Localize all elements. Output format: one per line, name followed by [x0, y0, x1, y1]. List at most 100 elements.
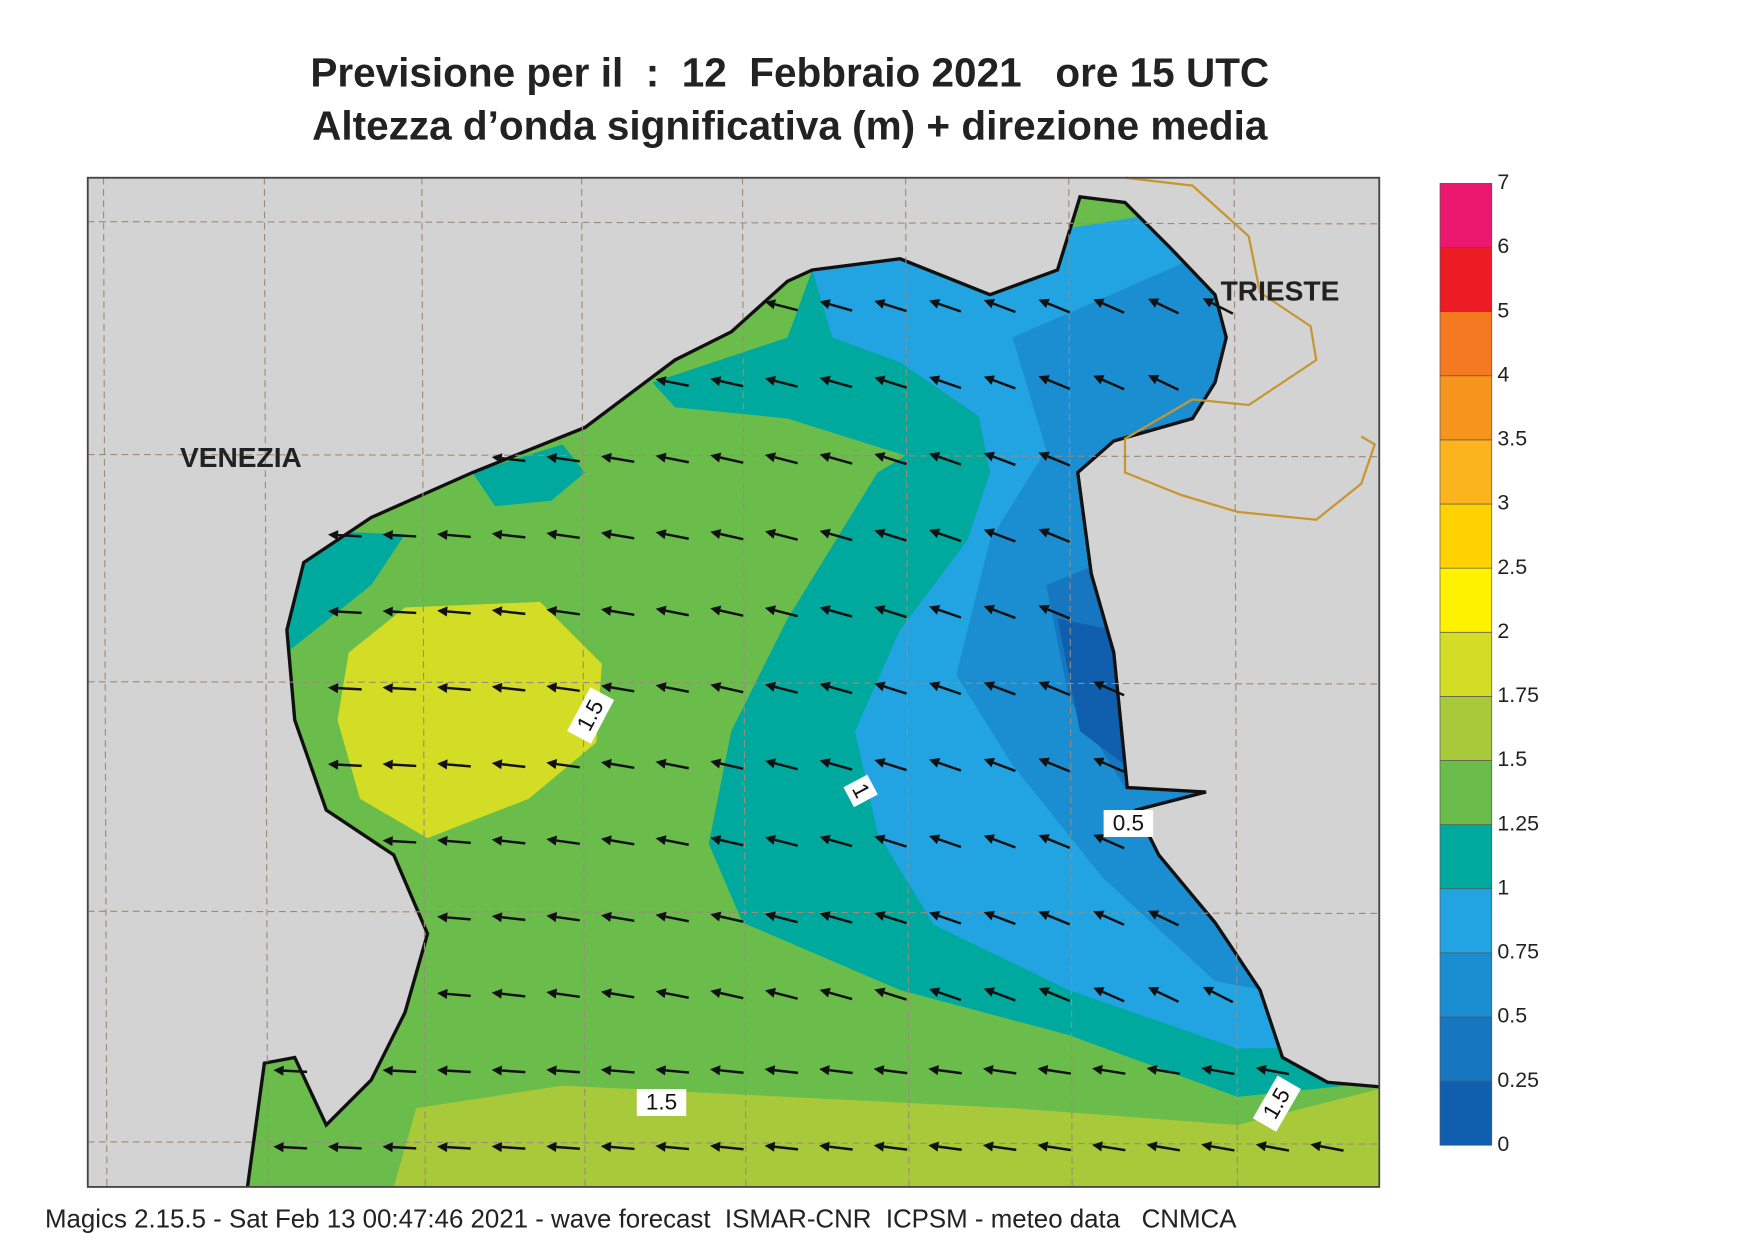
arrow-shaft	[1047, 608, 1071, 620]
arrow-shaft	[829, 761, 853, 771]
arrow-shaft	[992, 455, 1016, 467]
colorbar-label: 1	[1497, 875, 1509, 899]
colorbar-label: 1.25	[1497, 811, 1539, 835]
arrow-head	[1093, 834, 1105, 844]
arrow-head	[655, 911, 667, 922]
arrow-head	[1037, 1141, 1049, 1152]
arrow-head	[1038, 910, 1050, 921]
contour-label: 1.5	[636, 1089, 687, 1116]
label-box	[636, 1089, 687, 1116]
arrow-head	[546, 1141, 557, 1153]
arrow-head	[764, 758, 777, 769]
arrow-head	[982, 1065, 994, 1076]
arrow-shaft	[719, 1145, 744, 1151]
arrow-head	[1093, 987, 1105, 997]
arrow-shaft	[992, 1145, 1017, 1152]
arrow-shaft	[774, 762, 798, 771]
arrow-head	[1038, 834, 1050, 844]
arrow-shaft	[992, 302, 1016, 314]
arrow-shaft	[665, 991, 689, 999]
arrow-head	[819, 375, 831, 386]
arrow-head	[382, 759, 393, 770]
arrow-head	[1038, 681, 1050, 691]
arrow-head	[327, 530, 339, 541]
arrow-head	[819, 1065, 830, 1076]
arrow-shaft	[829, 379, 853, 389]
arrow-head	[983, 604, 996, 615]
arrow-shaft	[665, 379, 689, 387]
arrow-head	[764, 1141, 776, 1152]
arrow-shaft	[938, 1145, 962, 1151]
arrow-shaft	[1210, 1145, 1235, 1152]
contour-value: 1.5	[646, 1090, 677, 1115]
arrow-head	[819, 834, 831, 845]
arrow-head	[1201, 1064, 1213, 1075]
arrow-head	[982, 1141, 994, 1152]
arrow-head	[327, 1142, 339, 1153]
arrow-head	[382, 836, 393, 847]
arrow-head	[874, 605, 886, 615]
arrow-head	[273, 1142, 284, 1153]
label-box	[843, 774, 878, 808]
arrow-head	[819, 911, 831, 922]
arrow-shaft	[1102, 302, 1125, 314]
arrow-shaft	[392, 610, 417, 615]
contour-label: 0.5	[1103, 810, 1154, 837]
arrow-head	[437, 606, 448, 617]
arrow-shaft	[1210, 1068, 1235, 1076]
arrow-shaft	[1047, 302, 1071, 314]
colorbar-label: 5	[1497, 298, 1509, 322]
colorbar-label: 0	[1497, 1132, 1509, 1156]
arrow-head	[1147, 910, 1160, 920]
arrow-head	[929, 681, 941, 692]
arrow-head	[1038, 528, 1050, 538]
arrow-head	[929, 375, 941, 386]
contour-value: 0.5	[1113, 811, 1144, 836]
arrow-shaft	[283, 1069, 308, 1074]
arrow-shaft	[501, 610, 526, 616]
arrow-shaft	[829, 838, 853, 848]
arrow-head	[819, 452, 831, 463]
arrow-head	[600, 605, 612, 616]
arrow-shaft	[392, 686, 417, 691]
colorbar-bin	[1439, 183, 1493, 248]
colorbar-label: 3.5	[1497, 427, 1527, 451]
arrow-shaft	[883, 379, 907, 389]
arrow-shaft	[774, 532, 798, 541]
arrow-shaft	[1102, 761, 1125, 773]
arrow-shaft	[883, 302, 907, 313]
colorbar-bin	[1439, 567, 1493, 633]
arrow-shaft	[665, 456, 689, 464]
colorbar-bin	[1439, 375, 1493, 441]
arrow-shaft	[665, 915, 689, 923]
arrow-shaft	[665, 762, 689, 770]
arrow-head	[764, 911, 777, 922]
arrow-shaft	[392, 839, 417, 844]
arrow-shaft	[501, 1145, 526, 1150]
arrow-head	[1310, 1141, 1322, 1152]
arrow-shaft	[447, 916, 471, 921]
arrow-head	[600, 758, 612, 769]
arrow-shaft	[992, 837, 1016, 849]
arrow-shaft	[556, 1145, 580, 1151]
arrow-shaft	[883, 608, 907, 619]
arrow-shaft	[556, 456, 580, 463]
arrow-head	[1201, 1141, 1213, 1152]
arrow-head	[655, 529, 667, 540]
arrow-shaft	[1102, 837, 1125, 850]
arrow-shaft	[501, 839, 526, 845]
arrow-head	[929, 758, 941, 768]
arrow-head	[983, 681, 996, 691]
wave-zone	[1057, 618, 1125, 765]
arrow-shaft	[1265, 1145, 1290, 1152]
arrow-shaft	[992, 914, 1016, 926]
arrow-shaft	[829, 608, 853, 618]
wave-zone	[247, 1085, 1380, 1187]
arrow-head	[874, 987, 886, 998]
arrow-head	[983, 987, 996, 997]
arrow-shaft	[610, 992, 635, 999]
arrow-shaft	[992, 761, 1016, 773]
arrow-head	[929, 834, 941, 845]
arrow-head	[382, 530, 393, 541]
arrow-head	[600, 452, 612, 463]
